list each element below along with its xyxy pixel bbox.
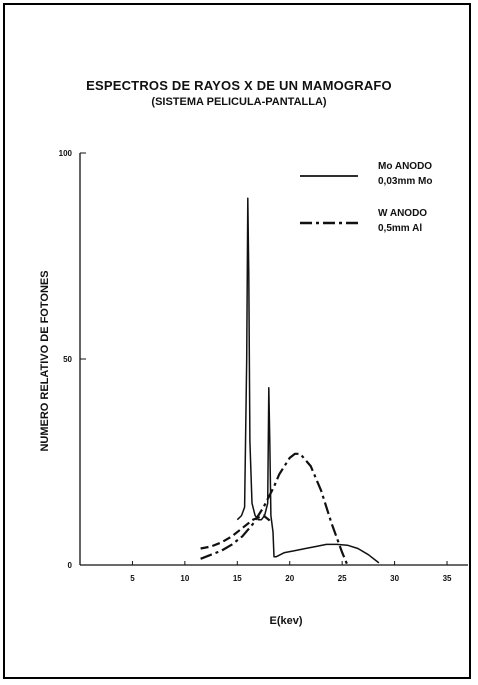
series-line-3 bbox=[200, 514, 273, 550]
y-axis-label: NUMERO RELATIVO DE FOTONES bbox=[39, 270, 51, 451]
chart-subtitle: (SISTEMA PELICULA-PANTALLA) bbox=[151, 96, 327, 108]
series-line-2 bbox=[200, 452, 349, 566]
x-tick-label: 30 bbox=[390, 574, 399, 583]
figure-frame bbox=[3, 3, 471, 679]
legend-label-2: W ANODO 0,5mm Al bbox=[378, 208, 427, 234]
y-tick-label: 50 bbox=[63, 355, 72, 364]
chart-title: ESPECTROS DE RAYOS X DE UN MAMOGRAFO bbox=[86, 78, 392, 93]
x-tick-label: 35 bbox=[443, 574, 452, 583]
legend-label-1: Mo ANODO 0,03mm Mo bbox=[378, 161, 432, 187]
x-tick-label: 10 bbox=[180, 574, 189, 583]
y-tick-label: 0 bbox=[68, 561, 73, 570]
x-tick-label: 15 bbox=[233, 574, 242, 583]
x-tick-label: 25 bbox=[338, 574, 347, 583]
x-tick-label: 5 bbox=[130, 574, 135, 583]
x-axis-label: E(kev) bbox=[269, 615, 302, 627]
x-tick-label: 20 bbox=[285, 574, 294, 583]
series-line-1 bbox=[236, 197, 380, 564]
y-tick-label: 100 bbox=[59, 149, 73, 158]
